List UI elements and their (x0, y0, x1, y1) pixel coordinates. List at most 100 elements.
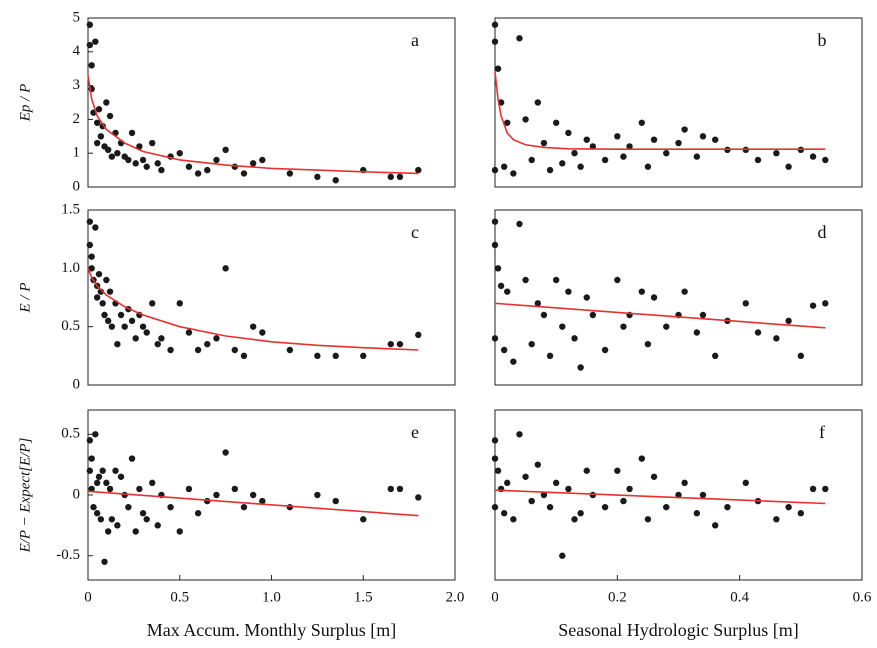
point (494, 65, 502, 72)
point (213, 156, 220, 164)
x-tick-label: 0.6 (853, 589, 872, 605)
point (504, 479, 511, 487)
point (86, 41, 94, 49)
point (95, 270, 103, 278)
point (104, 146, 112, 154)
x-axis-label: Seasonal Hydrologic Surplus [m] (558, 620, 798, 640)
point (92, 431, 99, 438)
panel: 0 1 2 3 4 5 Ep / P a (17, 9, 456, 194)
x-tick-label: 0.5 (170, 589, 189, 605)
point (149, 139, 156, 147)
y-tick-label: 5 (73, 9, 81, 25)
point (176, 150, 183, 157)
point (125, 503, 132, 511)
point (249, 323, 257, 330)
point (128, 129, 136, 137)
point (638, 288, 645, 295)
point (785, 317, 792, 325)
point (128, 455, 136, 462)
point (213, 491, 220, 499)
point (577, 510, 584, 517)
y-tick-label: 4 (73, 43, 81, 59)
point (712, 522, 719, 529)
point (231, 485, 238, 493)
point (396, 340, 404, 348)
fit-line (494, 489, 826, 505)
y-tick-label: 0.5 (61, 426, 80, 442)
y-axis-label: Ep / P (17, 84, 33, 123)
point (614, 133, 621, 140)
y-tick-label: 0 (73, 376, 81, 392)
point (117, 311, 125, 319)
panel-letter: f (819, 422, 825, 442)
point (491, 437, 499, 444)
point (136, 485, 143, 493)
point (314, 173, 321, 181)
point (86, 437, 94, 444)
panel-letter: a (411, 30, 419, 50)
point (222, 146, 229, 154)
x-tick-label: 1.5 (354, 589, 373, 605)
point (132, 160, 139, 167)
point (143, 329, 150, 336)
point (194, 346, 202, 354)
x-tick-label: 0.4 (730, 589, 749, 605)
point (99, 300, 106, 307)
plot-frame (494, 409, 863, 581)
point (650, 136, 658, 143)
point (494, 265, 502, 272)
point (571, 516, 578, 523)
point (773, 150, 780, 157)
y-tick-label: 2 (73, 111, 81, 127)
point (249, 160, 257, 167)
point (546, 166, 554, 174)
fit-line (87, 268, 419, 351)
point (742, 479, 749, 487)
point (699, 133, 707, 140)
panel-letter: c (411, 222, 419, 242)
point (259, 156, 266, 164)
point (106, 112, 114, 120)
point (93, 294, 101, 301)
y-tick-label: 1.5 (61, 201, 80, 217)
point (231, 163, 238, 170)
point (114, 522, 121, 529)
point (92, 224, 99, 231)
y-axis-label: E / P (17, 283, 33, 314)
x-tick-label: 2.0 (446, 589, 465, 605)
point (644, 516, 652, 523)
point (626, 485, 633, 493)
point (132, 528, 139, 535)
point (415, 494, 422, 501)
point (240, 352, 248, 360)
point (93, 479, 101, 487)
point (108, 153, 116, 160)
point (158, 166, 165, 174)
point (534, 461, 542, 468)
point (139, 510, 147, 517)
point (809, 485, 817, 493)
point (114, 340, 121, 348)
point (534, 300, 542, 307)
point (314, 491, 321, 499)
point (712, 136, 719, 143)
point (415, 166, 422, 174)
x-axis-label: Max Accum. Monthly Surplus [m] (147, 620, 397, 640)
point (101, 311, 108, 319)
point (491, 241, 499, 249)
point (286, 346, 294, 354)
point (663, 150, 670, 157)
point (614, 467, 621, 474)
point (154, 340, 161, 348)
point (106, 288, 114, 295)
point (222, 449, 229, 456)
point (360, 352, 367, 360)
point (415, 331, 422, 339)
fit-line (494, 71, 826, 150)
point (601, 156, 609, 164)
point (103, 479, 110, 487)
point (259, 329, 266, 336)
point (510, 170, 517, 177)
